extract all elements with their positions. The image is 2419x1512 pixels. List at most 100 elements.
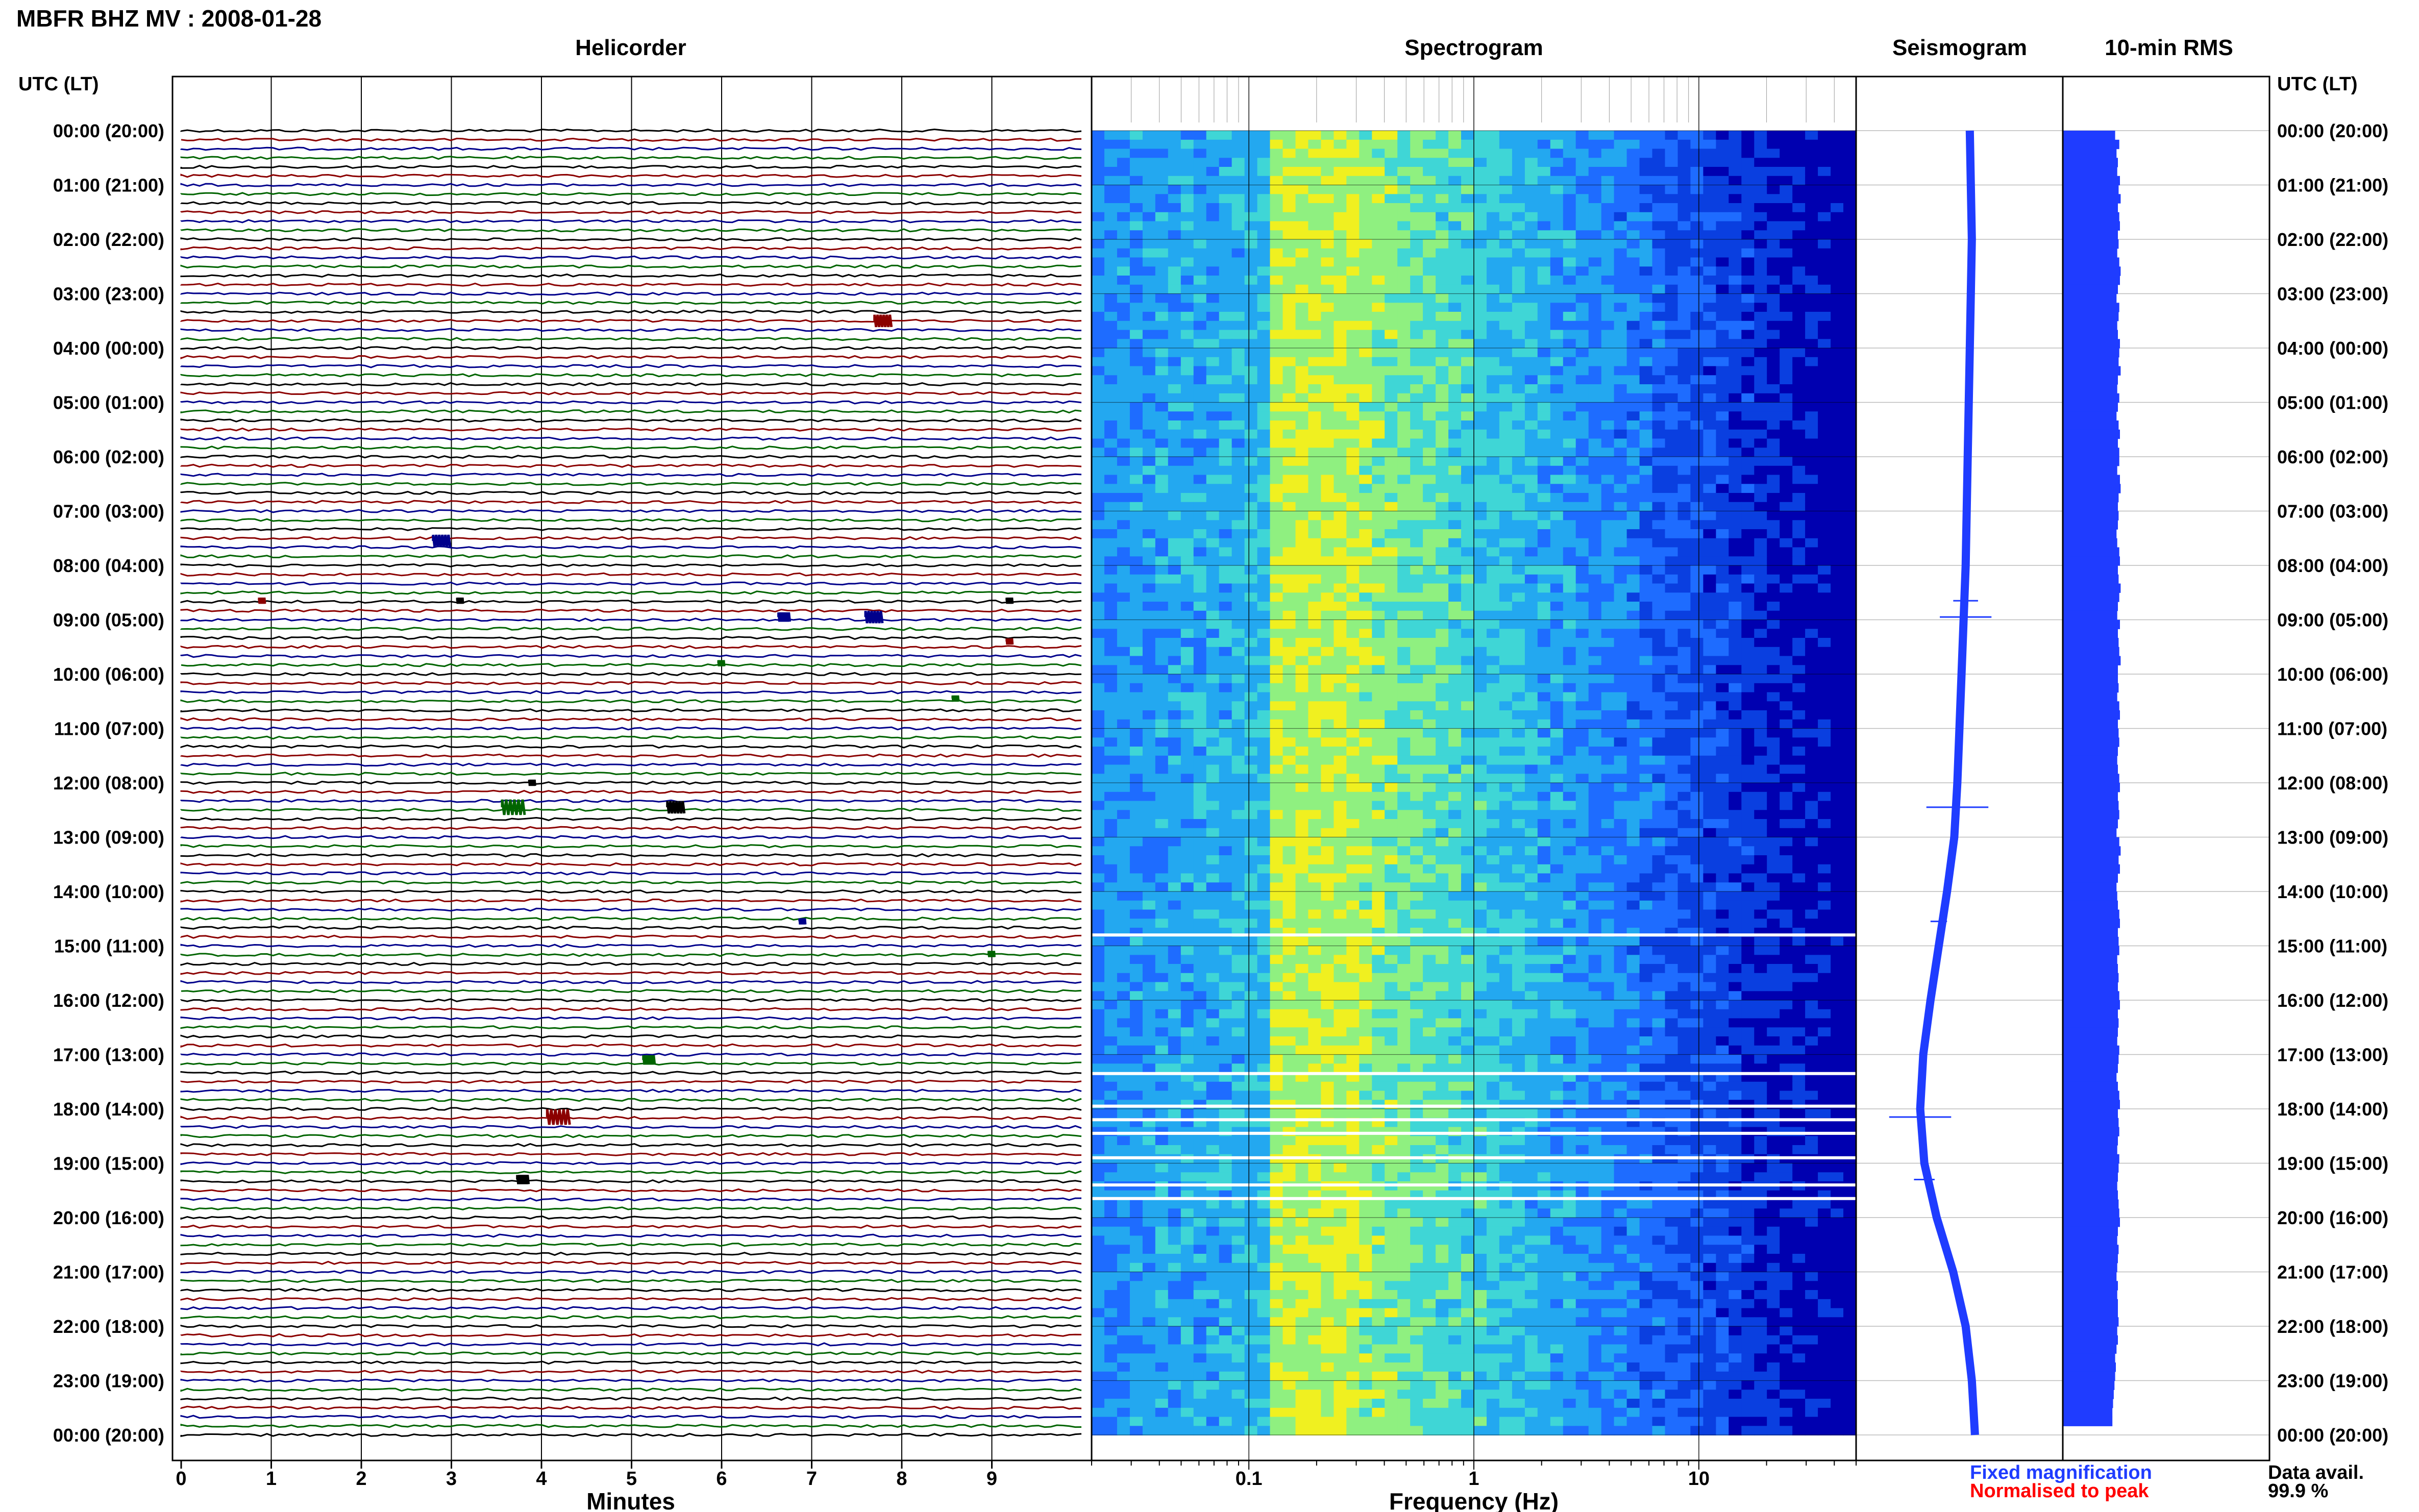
spectrogram-cell bbox=[1626, 747, 1640, 756]
spectrogram-cell bbox=[1321, 212, 1335, 222]
spectrogram-cell bbox=[1346, 411, 1360, 421]
spectrogram-cell bbox=[1831, 212, 1844, 222]
spectrogram-cell bbox=[1665, 828, 1679, 838]
spectrogram-cell bbox=[1308, 239, 1322, 249]
spectrogram-cell bbox=[1461, 348, 1474, 358]
spectrogram-cell bbox=[1244, 212, 1258, 222]
spectrogram-cell bbox=[1231, 774, 1245, 783]
spectrogram-cell bbox=[1474, 393, 1487, 403]
spectrogram-cell bbox=[1346, 266, 1360, 276]
spectrogram-cell bbox=[1193, 610, 1207, 621]
spectrogram-cell bbox=[1550, 764, 1564, 775]
spectrogram-cell bbox=[1474, 339, 1487, 349]
spectrogram-cell bbox=[1168, 393, 1181, 403]
spectrogram-cell bbox=[1244, 810, 1258, 820]
spectrogram-cell bbox=[1690, 465, 1704, 476]
spectrogram-cell bbox=[1512, 475, 1525, 485]
spectrogram-cell bbox=[1231, 320, 1245, 331]
helicorder-trace-54 bbox=[180, 617, 1082, 622]
spectrogram-cell bbox=[1308, 511, 1322, 521]
spectrogram-cell bbox=[1359, 221, 1373, 231]
spectrogram-cell bbox=[1843, 131, 1857, 140]
spectrogram-cell bbox=[1219, 728, 1232, 738]
spectrogram-cell bbox=[1729, 493, 1742, 503]
spectrogram-cell bbox=[1410, 248, 1423, 258]
time-label-right-21: 21:00 (17:00) bbox=[2277, 1262, 2388, 1283]
spectrogram-cell bbox=[1168, 583, 1181, 593]
spectrogram-cell bbox=[1129, 303, 1143, 312]
spectrogram-cell bbox=[1818, 411, 1831, 421]
spectrogram-cell bbox=[1448, 583, 1462, 593]
spectrogram-cell bbox=[1690, 610, 1704, 621]
spectrogram-cell bbox=[1652, 384, 1666, 394]
spectrogram-cell bbox=[1321, 547, 1335, 557]
spectrogram-cell bbox=[1142, 139, 1156, 150]
spectrogram-cell bbox=[1295, 384, 1309, 394]
spectrogram-cell bbox=[1193, 502, 1207, 512]
spectrogram-cell bbox=[1295, 619, 1309, 630]
spectrogram-cell bbox=[1359, 176, 1373, 186]
spectrogram-cell bbox=[1767, 293, 1780, 304]
spectrogram-cell bbox=[1359, 167, 1373, 177]
spectrogram-cell bbox=[1831, 384, 1844, 394]
spectrogram-cell bbox=[1346, 312, 1360, 321]
spectrogram-cell bbox=[1665, 185, 1679, 195]
spectrogram-cell bbox=[1270, 674, 1283, 684]
spectrogram-cell bbox=[1703, 837, 1717, 847]
spectrogram-cell bbox=[1767, 366, 1780, 376]
spectrogram-cell bbox=[1512, 320, 1525, 331]
spectrogram-cell bbox=[1436, 320, 1449, 331]
spectrogram-cell bbox=[1092, 747, 1105, 756]
spectrogram-cell bbox=[1219, 303, 1232, 312]
spectrogram-cell bbox=[1206, 619, 1220, 630]
spectrogram-cell bbox=[1831, 448, 1844, 457]
spectrogram-cell bbox=[1563, 547, 1576, 557]
spectrogram-cell bbox=[1639, 710, 1653, 720]
spectrogram-cell bbox=[1244, 293, 1258, 304]
spectrogram-cell bbox=[1231, 194, 1245, 204]
spectrogram-cell bbox=[1448, 647, 1462, 657]
spectrogram-cell bbox=[1690, 774, 1704, 783]
spectrogram-cell bbox=[1703, 520, 1717, 530]
spectrogram-cell bbox=[1219, 602, 1232, 611]
spectrogram-cell bbox=[1346, 465, 1360, 476]
spectrogram-cell bbox=[1372, 320, 1386, 331]
spectrogram-cell bbox=[1792, 465, 1806, 476]
spectrogram-cell bbox=[1754, 737, 1768, 747]
spectrogram-cell bbox=[1767, 647, 1780, 657]
spectrogram-cell bbox=[1524, 475, 1538, 485]
spectrogram-cell bbox=[1359, 148, 1373, 159]
spectrogram-cell bbox=[1244, 647, 1258, 657]
spectrogram-cell bbox=[1295, 529, 1309, 539]
spectrogram-cell bbox=[1448, 448, 1462, 457]
spectrogram-cell bbox=[1092, 221, 1105, 231]
spectrogram-cell bbox=[1092, 475, 1105, 485]
spectrogram-cell bbox=[1805, 529, 1818, 539]
helicorder-event-3 bbox=[456, 597, 464, 604]
spectrogram-cell bbox=[1397, 420, 1411, 430]
spectrogram-cell bbox=[1741, 665, 1755, 675]
spectrogram-cell bbox=[1436, 502, 1449, 512]
spectrogram-cell bbox=[1487, 284, 1500, 294]
spectrogram-cell bbox=[1716, 420, 1730, 430]
spectrogram-cell bbox=[1639, 665, 1653, 675]
spectrogram-cell bbox=[1359, 638, 1373, 648]
spectrogram-cell bbox=[1601, 665, 1615, 675]
spectrogram-cell bbox=[1397, 547, 1411, 557]
time-label-left-19: 19:00 (15:00) bbox=[53, 1153, 164, 1174]
spectrogram-cell bbox=[1537, 402, 1551, 412]
spectrogram-cell bbox=[1499, 610, 1513, 621]
spectrogram-cell bbox=[1334, 384, 1347, 394]
spectrogram-cell bbox=[1588, 520, 1602, 530]
spectrogram-cell bbox=[1142, 429, 1156, 439]
spectrogram-cell bbox=[1321, 520, 1335, 530]
spectrogram-cell bbox=[1639, 592, 1653, 602]
spectrogram-cell bbox=[1257, 176, 1271, 186]
spectrogram-cell bbox=[1690, 656, 1704, 666]
spectrogram-cell bbox=[1359, 837, 1373, 847]
spectrogram-cell bbox=[1410, 801, 1423, 811]
spectrogram-cell bbox=[1524, 737, 1538, 747]
spectrogram-cell bbox=[1257, 402, 1271, 412]
spectrogram-cell bbox=[1270, 284, 1283, 294]
spectrogram-cell bbox=[1843, 348, 1857, 358]
